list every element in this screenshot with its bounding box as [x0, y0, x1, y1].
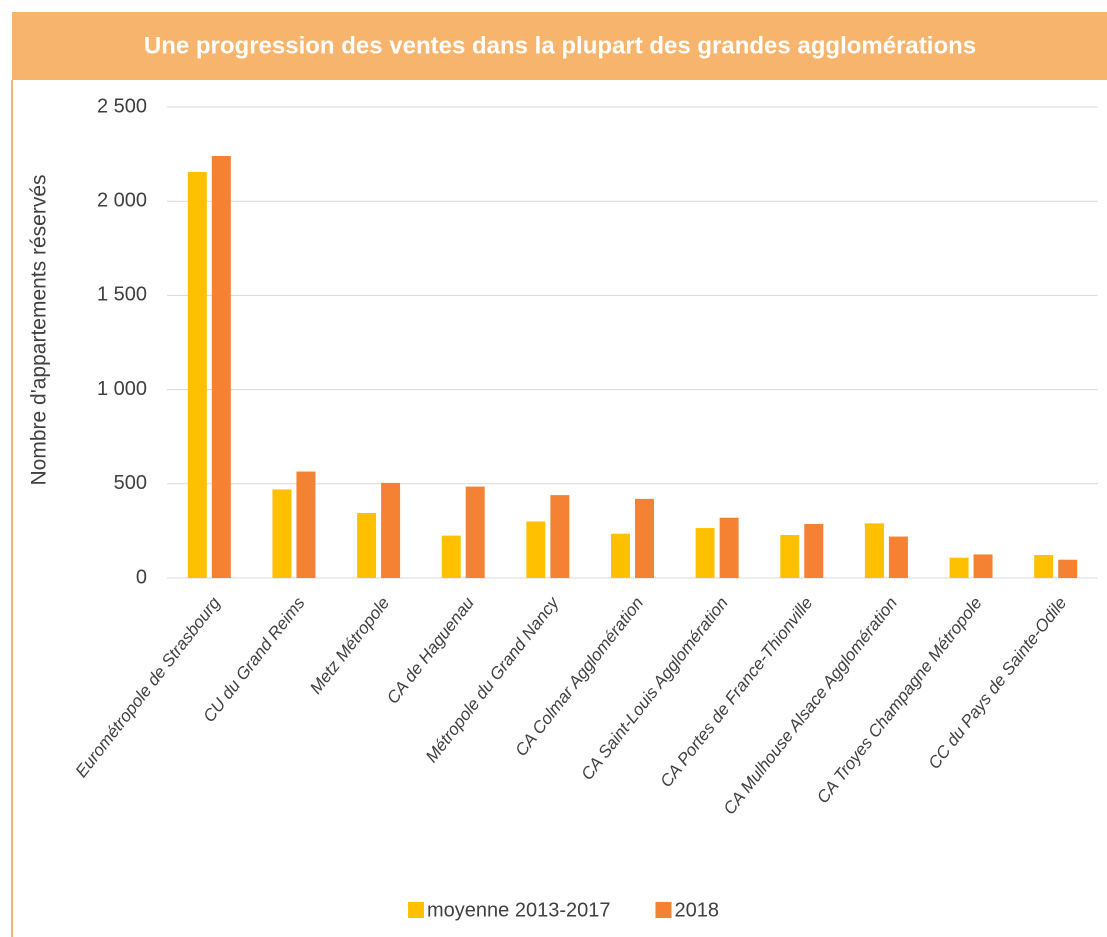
bar: [465, 486, 485, 578]
bar: [381, 482, 401, 578]
bar: [888, 536, 908, 578]
y-tick-label: 0: [136, 566, 147, 588]
bar: [804, 523, 824, 578]
legend-label: 2018: [674, 899, 719, 921]
bar: [357, 513, 377, 578]
x-tick-label: CA Troyes Champagne Métropole: [813, 594, 986, 807]
bar: [441, 535, 461, 578]
legend-label: moyenne 2013-2017: [427, 899, 610, 921]
title-banner: [12, 12, 1107, 80]
y-tick-label: 2 000: [97, 189, 147, 211]
legend-swatch: [655, 902, 672, 918]
x-tick-label: CC du Pays de Sainte-Odile: [924, 594, 1070, 773]
x-tick-label: CA Portes de France-Thionville: [656, 594, 816, 791]
x-tick-label: Metz Métropole: [306, 594, 393, 698]
y-tick-label: 2 500: [97, 95, 147, 117]
bar: [695, 528, 715, 578]
bar: [526, 521, 546, 578]
x-tick-label: CA Saint-Louis Agglomération: [577, 594, 731, 784]
y-tick-label: 1 000: [97, 378, 147, 400]
chart-title: Une progression des ventes dans la plupa…: [144, 32, 976, 59]
y-tick-label: 500: [114, 472, 147, 494]
bar: [272, 489, 292, 578]
bar: [949, 557, 969, 578]
bar: [719, 517, 739, 578]
legend-swatch: [408, 902, 424, 918]
x-tick-label: CA Mulhouse Alsace Agglomération: [720, 594, 901, 819]
bar: [635, 498, 654, 578]
bar: [550, 495, 570, 578]
bar: [864, 523, 884, 578]
x-tick-label: CA de Haguenau: [383, 593, 478, 707]
bar: [296, 471, 316, 578]
y-tick-label: 1 500: [97, 284, 147, 306]
bar: [187, 171, 207, 579]
bar: [973, 554, 993, 578]
bar: [211, 155, 231, 578]
bar: [1034, 555, 1054, 578]
bar: [780, 535, 800, 578]
y-axis-title: Nombre d'appartements réservés: [28, 175, 51, 486]
bar: [1058, 559, 1078, 578]
bar: [611, 533, 630, 578]
x-tick-label: Eurométropole de Strasbourg: [72, 593, 225, 781]
